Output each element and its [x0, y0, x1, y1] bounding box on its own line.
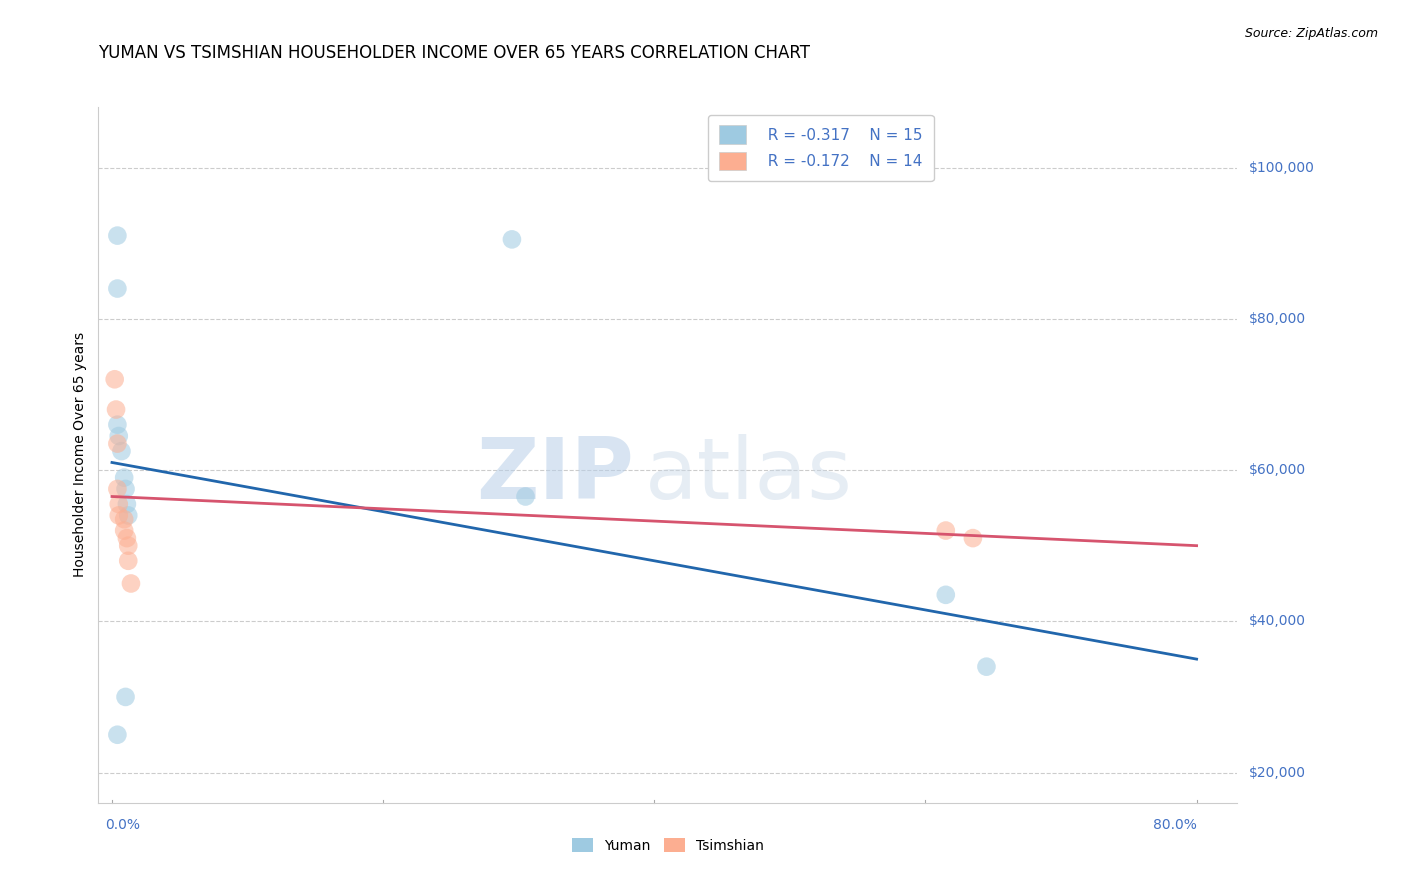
Text: $60,000: $60,000: [1249, 463, 1306, 477]
Point: [115, 497, 138, 511]
Point: [105, 402, 128, 417]
Point: [104, 372, 127, 386]
Point: [935, 524, 957, 538]
Text: 80.0%: 80.0%: [1153, 818, 1197, 832]
Point: [935, 588, 957, 602]
Point: [107, 417, 129, 432]
Point: [115, 531, 138, 545]
Point: [107, 508, 129, 523]
Point: [962, 531, 984, 545]
Text: atlas: atlas: [645, 434, 853, 517]
Point: [515, 490, 537, 504]
Point: [117, 554, 139, 568]
Text: 0.0%: 0.0%: [105, 818, 141, 832]
Y-axis label: Householder Income Over 65 years: Householder Income Over 65 years: [73, 333, 87, 577]
Point: [114, 482, 136, 496]
Point: [107, 429, 129, 443]
Legend: Yuman, Tsimshian: Yuman, Tsimshian: [567, 832, 769, 858]
Point: [114, 690, 136, 704]
Point: [107, 728, 129, 742]
Point: [501, 232, 523, 246]
Point: [107, 228, 129, 243]
Point: [107, 281, 129, 295]
Text: YUMAN VS TSIMSHIAN HOUSEHOLDER INCOME OVER 65 YEARS CORRELATION CHART: YUMAN VS TSIMSHIAN HOUSEHOLDER INCOME OV…: [98, 45, 810, 62]
Text: $20,000: $20,000: [1249, 765, 1305, 780]
Point: [107, 436, 129, 450]
Text: $100,000: $100,000: [1249, 161, 1315, 175]
Point: [112, 524, 135, 538]
Text: ZIP: ZIP: [477, 434, 634, 517]
Point: [120, 576, 142, 591]
Point: [976, 659, 998, 673]
Text: $80,000: $80,000: [1249, 312, 1306, 326]
Point: [107, 482, 129, 496]
Text: Source: ZipAtlas.com: Source: ZipAtlas.com: [1244, 27, 1378, 40]
Point: [107, 497, 129, 511]
Point: [112, 470, 135, 484]
Point: [110, 444, 132, 458]
Point: [117, 539, 139, 553]
Text: $40,000: $40,000: [1249, 615, 1305, 628]
Point: [112, 512, 135, 526]
Point: [117, 508, 139, 523]
